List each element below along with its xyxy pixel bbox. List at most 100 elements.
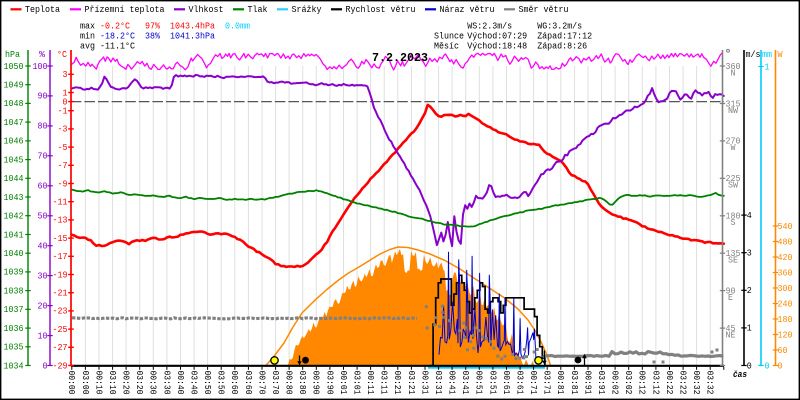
svg-text:225: 225 [726,174,741,184]
svg-text:Srážky: Srážky [292,5,323,15]
svg-text:Přízemní teplota: Přízemní teplota [85,5,166,15]
svg-text:00:81: 00:81 [555,371,565,395]
svg-text:Tlak: Tlak [248,5,268,15]
svg-text:03:50: 03:50 [216,371,226,395]
svg-text:E: E [728,293,733,303]
svg-text:°C: °C [57,50,68,60]
svg-text:NW: NW [728,106,739,116]
svg-text:00:51: 00:51 [474,371,484,395]
svg-text:Teplota: Teplota [25,5,61,15]
svg-text:0: 0 [765,361,770,371]
svg-text:1039: 1039 [4,268,24,278]
svg-text:7.2.2023: 7.2.2023 [372,51,428,65]
svg-text:Západ:17:12: Západ:17:12 [537,32,592,42]
svg-text:0: 0 [43,361,48,371]
svg-text:90: 90 [38,92,48,102]
svg-text:60: 60 [38,182,48,192]
svg-text:00:01: 00:01 [338,371,348,395]
svg-text:540: 540 [778,222,793,232]
svg-text:W: W [731,143,737,153]
svg-text:1037: 1037 [4,305,24,315]
svg-text:03:40: 03:40 [189,371,199,395]
svg-text:-0.2°C: -0.2°C [100,22,131,32]
svg-text:-7: -7 [58,161,68,171]
svg-text:100: 100 [33,62,48,72]
svg-text:1036: 1036 [4,324,24,334]
svg-text:NE: NE [726,330,736,340]
svg-text:300: 300 [778,284,793,294]
svg-text:1035: 1035 [4,343,24,353]
svg-text:hPa: hPa [5,50,21,60]
svg-text:Východ:18:48: Východ:18:48 [467,42,527,52]
svg-text:min: min [80,32,95,42]
svg-text:360: 360 [778,268,793,278]
svg-text:1: 1 [63,88,68,98]
svg-text:1040: 1040 [4,249,24,259]
svg-text:120: 120 [778,330,793,340]
svg-text:-1: -1 [58,107,68,117]
svg-text:00:30: 00:30 [148,371,158,395]
svg-text:270: 270 [726,137,741,147]
svg-text:03:90: 03:90 [324,371,334,395]
svg-text:00:02: 00:02 [610,371,620,395]
svg-text:1047: 1047 [4,118,24,128]
svg-text:N: N [731,68,736,78]
svg-text:00:60: 00:60 [229,371,239,395]
svg-text:-11.1°C: -11.1°C [100,42,136,52]
svg-text:03:32: 03:32 [705,371,715,395]
svg-text:00:40: 00:40 [175,371,185,395]
svg-text:3: 3 [63,70,68,80]
svg-text:Západ:8:26: Západ:8:26 [537,42,587,52]
svg-text:135: 135 [726,249,741,259]
svg-text:1045: 1045 [4,155,24,165]
svg-text:1043: 1043 [4,193,24,203]
svg-text:-18.2°C: -18.2°C [100,32,136,42]
svg-text:S: S [731,218,736,228]
svg-text:WS:2.3m/s: WS:2.3m/s [467,22,512,32]
svg-text:00:12: 00:12 [637,371,647,395]
svg-text:čas: čas [733,370,747,380]
svg-text:avg: avg [80,42,95,52]
svg-text:SE: SE [728,256,738,266]
svg-text:m/s: m/s [746,50,761,60]
svg-text:360: 360 [726,62,741,72]
svg-text:70: 70 [38,152,48,162]
svg-text:40: 40 [38,242,48,252]
svg-text:240: 240 [778,299,793,309]
svg-text:-15: -15 [53,234,68,244]
svg-text:1042: 1042 [4,212,24,222]
svg-text:45: 45 [726,324,736,334]
svg-text:315: 315 [726,99,741,109]
svg-text:-21: -21 [53,289,68,299]
svg-text:3: 3 [747,249,752,259]
svg-text:03:31: 03:31 [433,371,443,395]
svg-text:03:11: 03:11 [379,371,389,395]
svg-text:420: 420 [778,253,793,263]
svg-text:1034: 1034 [4,361,24,371]
svg-text:00:41: 00:41 [447,371,457,395]
svg-text:03:02: 03:02 [623,371,633,395]
svg-text:00:00: 00:00 [66,371,76,395]
svg-text:03:91: 03:91 [596,371,606,395]
svg-text:-11: -11 [53,198,68,208]
svg-text:00:61: 00:61 [501,371,511,395]
svg-text:20: 20 [38,301,48,311]
svg-text:180: 180 [726,212,741,222]
svg-text:00:20: 00:20 [121,371,131,395]
svg-text:Slunce: Slunce [434,32,464,42]
svg-text:00:91: 00:91 [582,371,592,395]
svg-text:1044: 1044 [4,174,24,184]
svg-text:03:51: 03:51 [487,371,497,395]
svg-text:00:31: 00:31 [419,371,429,395]
svg-text:03:70: 03:70 [270,371,280,395]
svg-text:-17: -17 [53,252,68,262]
svg-text:Rychlost větru: Rychlost větru [346,5,416,15]
svg-text:W: W [778,50,784,60]
svg-text:30: 30 [38,271,48,281]
svg-text:0: 0 [747,361,752,371]
svg-text:03:22: 03:22 [678,371,688,395]
svg-text:10: 10 [38,331,48,341]
svg-text:03:00: 03:00 [80,371,90,395]
svg-text:WG:3.2m/s: WG:3.2m/s [537,22,582,32]
svg-text:480: 480 [778,237,793,247]
